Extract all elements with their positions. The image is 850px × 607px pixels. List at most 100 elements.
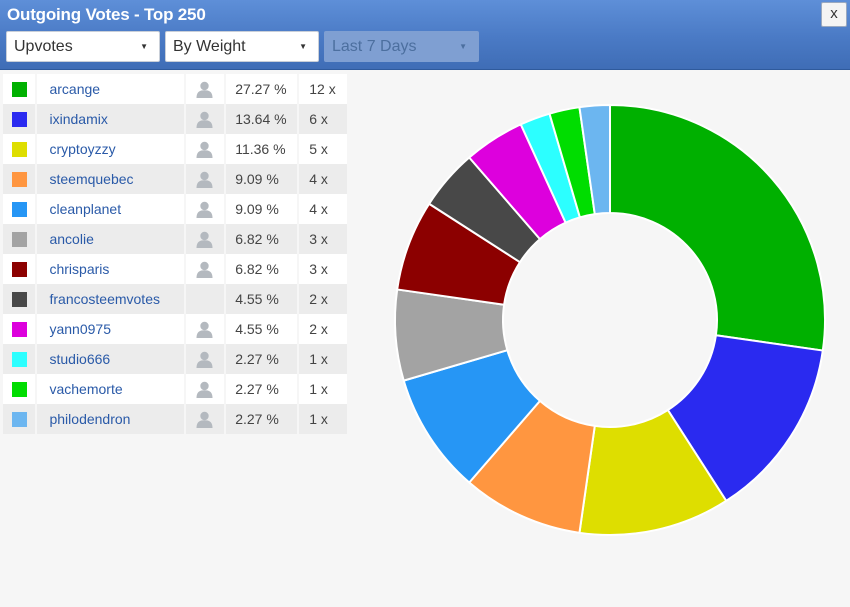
voter-name-link[interactable]: cryptoyzzy: [36, 134, 186, 164]
voter-name-link[interactable]: ixindamix: [36, 104, 186, 134]
voter-name-link[interactable]: vachemorte: [36, 374, 186, 404]
profile-cell: [184, 404, 227, 434]
user-icon[interactable]: [196, 381, 213, 398]
vote-type-value: Upvotes: [14, 38, 73, 55]
voter-name-link[interactable]: studio666: [36, 344, 186, 374]
vote-type-select[interactable]: Upvotes ▼: [6, 31, 160, 62]
user-icon[interactable]: [196, 411, 213, 428]
vote-count: 3 x: [298, 224, 349, 254]
caret-down-icon: ▼: [459, 42, 467, 51]
slice-ixindamix[interactable]: [666, 334, 824, 503]
table-row: ancolie 6.82 % 3 x: [3, 224, 349, 254]
color-cell: [3, 284, 38, 314]
vote-percent: 6.82 %: [225, 224, 300, 254]
color-cell: [3, 104, 38, 134]
profile-cell: [184, 314, 227, 344]
color-swatch: [11, 382, 27, 398]
color-cell: [3, 164, 38, 194]
slice-philodendron[interactable]: [578, 103, 611, 216]
user-icon[interactable]: [196, 201, 213, 218]
vote-percent: 9.09 %: [225, 194, 300, 224]
vote-count: 4 x: [298, 164, 349, 194]
color-cell: [3, 374, 38, 404]
table-row: vachemorte 2.27 % 1 x: [3, 374, 349, 404]
color-swatch: [11, 352, 27, 368]
user-icon[interactable]: [196, 231, 213, 248]
color-swatch: [11, 322, 27, 338]
color-swatch: [11, 232, 27, 248]
vote-percent: 4.55 %: [225, 314, 300, 344]
table-row: chrisparis 6.82 % 3 x: [3, 254, 349, 284]
votes-donut-chart: [394, 103, 826, 536]
table-row: steemquebec 9.09 % 4 x: [3, 164, 349, 194]
color-cell: [3, 134, 38, 164]
period-value: Last 7 Days: [332, 38, 417, 55]
color-swatch: [11, 112, 27, 128]
order-select[interactable]: By Weight ▼: [165, 31, 319, 62]
user-icon[interactable]: [196, 141, 213, 158]
dialog-title: Outgoing Votes - Top 250: [7, 5, 206, 24]
vote-percent: 2.27 %: [225, 374, 300, 404]
profile-cell: [184, 344, 227, 374]
color-swatch: [11, 202, 27, 218]
profile-cell: [184, 284, 227, 314]
color-swatch: [11, 172, 27, 188]
vote-count: 1 x: [298, 374, 349, 404]
vote-percent: 2.27 %: [225, 404, 300, 434]
vote-count: 5 x: [298, 134, 349, 164]
period-select: Last 7 Days ▼: [324, 31, 479, 62]
vote-count: 6 x: [298, 104, 349, 134]
vote-percent: 9.09 %: [225, 164, 300, 194]
color-cell: [3, 344, 38, 374]
table-row: arcange 27.27 % 12 x: [3, 74, 349, 104]
user-icon[interactable]: [196, 261, 213, 278]
profile-cell: [184, 164, 227, 194]
table-row: cleanplanet 9.09 % 4 x: [3, 194, 349, 224]
voter-name-link[interactable]: yann0975: [36, 314, 186, 344]
dialog-header: Outgoing Votes - Top 250 x Upvotes ▼ By …: [0, 0, 850, 70]
vote-percent: 27.27 %: [225, 74, 300, 104]
color-cell: [3, 194, 38, 224]
voter-name-link[interactable]: arcange: [36, 74, 186, 104]
profile-cell: [184, 224, 227, 254]
user-icon[interactable]: [196, 171, 213, 188]
slice-arcange[interactable]: [609, 103, 826, 352]
user-icon[interactable]: [196, 111, 213, 128]
table-row: philodendron 2.27 % 1 x: [3, 404, 349, 434]
vote-count: 1 x: [298, 344, 349, 374]
voter-name-link[interactable]: chrisparis: [36, 254, 186, 284]
table-row: studio666 2.27 % 1 x: [3, 344, 349, 374]
caret-down-icon: ▼: [299, 42, 307, 51]
vote-count: 4 x: [298, 194, 349, 224]
user-icon[interactable]: [196, 351, 213, 368]
profile-cell: [184, 104, 227, 134]
votes-table: arcange 27.27 % 12 x ixindamix 13.64 % 6 x cry…: [3, 74, 349, 434]
voter-name-link[interactable]: cleanplanet: [36, 194, 186, 224]
vote-count: 12 x: [298, 74, 349, 104]
profile-cell: [184, 134, 227, 164]
order-value: By Weight: [173, 38, 246, 55]
voter-name-link[interactable]: philodendron: [36, 404, 186, 434]
user-icon[interactable]: [196, 321, 213, 338]
color-cell: [3, 224, 38, 254]
vote-count: 2 x: [298, 284, 349, 314]
table-row: ixindamix 13.64 % 6 x: [3, 104, 349, 134]
close-button[interactable]: x: [821, 2, 847, 27]
user-icon[interactable]: [196, 81, 213, 98]
table-row: yann0975 4.55 % 2 x: [3, 314, 349, 344]
color-swatch: [11, 142, 27, 158]
vote-percent: 13.64 %: [225, 104, 300, 134]
profile-cell: [184, 254, 227, 284]
voter-name-link[interactable]: ancolie: [36, 224, 186, 254]
vote-percent: 2.27 %: [225, 344, 300, 374]
color-swatch: [11, 262, 27, 278]
profile-cell: [184, 374, 227, 404]
voter-name-link[interactable]: francosteemvotes: [36, 284, 186, 314]
profile-cell: [184, 194, 227, 224]
table-row: cryptoyzzy 11.36 % 5 x: [3, 134, 349, 164]
profile-cell: [184, 74, 227, 104]
voter-name-link[interactable]: steemquebec: [36, 164, 186, 194]
vote-percent: 4.55 %: [225, 284, 300, 314]
vote-count: 3 x: [298, 254, 349, 284]
table-row: francosteemvotes 4.55 % 2 x: [3, 284, 349, 314]
